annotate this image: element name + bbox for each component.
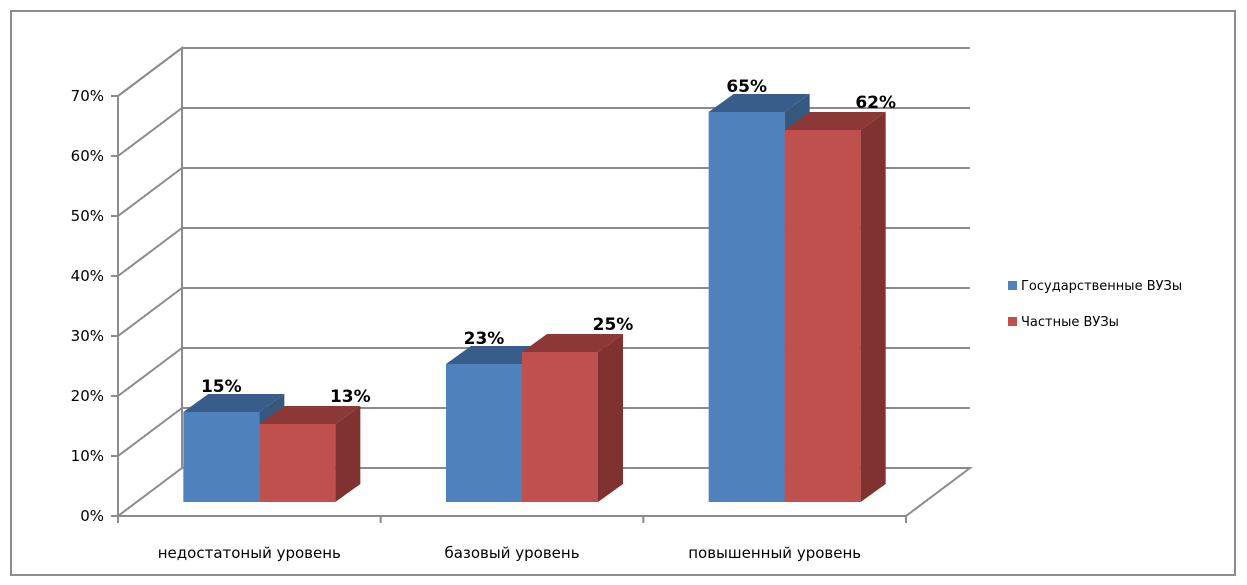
data-label: 13% bbox=[330, 387, 371, 407]
y-tick-label: 60% bbox=[71, 147, 104, 165]
y-tick-labels: 0% 10% 20% 30% 40% 50% 60% 70% bbox=[71, 87, 104, 525]
bar-top bbox=[522, 334, 623, 352]
bar-top bbox=[784, 112, 886, 130]
gridline-side bbox=[117, 407, 183, 457]
legend: Государственные ВУЗы Частные ВУЗы bbox=[1008, 279, 1182, 330]
legend-swatch bbox=[1008, 281, 1017, 290]
y-tick-label: 50% bbox=[71, 207, 104, 225]
legend-swatch bbox=[1008, 317, 1017, 326]
gridline-side bbox=[117, 167, 183, 217]
bar bbox=[259, 406, 361, 502]
bar-side bbox=[335, 406, 361, 502]
floor-edge bbox=[182, 467, 973, 517]
x-category-label: базовый уровень bbox=[444, 544, 579, 562]
bar-top bbox=[446, 346, 547, 364]
bar bbox=[784, 112, 886, 502]
x-category-label: недостатоный уровень bbox=[158, 544, 341, 562]
bar-chart-3d: 0% 10% 20% 30% 40% 50% 60% 70% недостатоный уро… bbox=[71, 46, 1182, 562]
data-label: 23% bbox=[464, 329, 505, 349]
axis bbox=[111, 95, 907, 523]
gridline-side bbox=[117, 467, 183, 517]
bar bbox=[522, 334, 623, 502]
y-tick-label: 20% bbox=[71, 387, 104, 405]
data-label: 25% bbox=[593, 315, 634, 335]
data-label: 15% bbox=[201, 377, 242, 397]
gridline-side bbox=[117, 347, 183, 397]
chart-frame: 0% 10% 20% 30% 40% 50% 60% 70% недостатоный уро… bbox=[10, 10, 1236, 576]
bar-front bbox=[522, 352, 598, 502]
y-tick-label: 0% bbox=[80, 507, 104, 525]
bars bbox=[183, 94, 886, 502]
y-tick-label: 40% bbox=[71, 267, 104, 285]
data-label: 62% bbox=[855, 93, 896, 113]
bar-front bbox=[259, 424, 336, 502]
bar-side bbox=[598, 334, 623, 502]
bar-top bbox=[183, 394, 285, 412]
gridline-side bbox=[117, 107, 183, 157]
gridline-side bbox=[117, 227, 183, 277]
bar-front bbox=[446, 364, 522, 502]
bar-top bbox=[259, 406, 361, 424]
bar-top bbox=[708, 94, 810, 112]
y-tick-label: 10% bbox=[71, 447, 104, 465]
legend-label: Государственные ВУЗы bbox=[1021, 279, 1182, 294]
x-category-label: повышенный уровень bbox=[688, 544, 861, 562]
x-category-labels: недостатоный уровень базовый уровень повыш… bbox=[158, 544, 861, 562]
data-labels: 15% 13% 23% 25% 65% 62% bbox=[201, 77, 896, 407]
bar-front bbox=[784, 130, 861, 502]
back-wall-edge bbox=[117, 46, 183, 468]
legend-label: Частные ВУЗы bbox=[1021, 315, 1119, 330]
bar-front bbox=[708, 112, 785, 502]
y-tick-label: 30% bbox=[71, 327, 104, 345]
gridline-side bbox=[117, 47, 183, 97]
gridline-side bbox=[117, 287, 183, 337]
data-label: 65% bbox=[726, 77, 767, 97]
y-tick-label: 70% bbox=[71, 87, 104, 105]
bar-front bbox=[183, 412, 260, 502]
bar-side bbox=[860, 112, 886, 502]
